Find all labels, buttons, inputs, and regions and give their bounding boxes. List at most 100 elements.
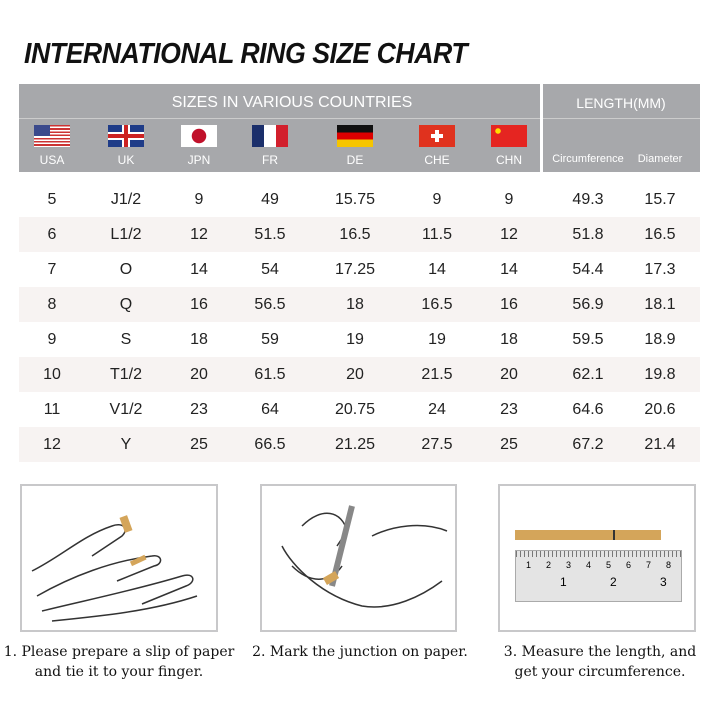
table-cell: 20 [346,366,364,383]
table-cell: 49.3 [572,191,604,208]
table-cell: 23 [190,401,208,418]
table-cell: 9 [194,191,204,208]
china-flag-icon [491,125,527,147]
table-cell: 9 [47,331,57,348]
table-row: 10 T1/2 20 61.5 20 21.5 20 62.1 19.8 [19,357,700,392]
table-cell: 11.5 [422,226,452,243]
table-cell: 20 [190,366,208,383]
table-cell: 10 [43,366,61,383]
table-cell: 24 [428,401,446,418]
ruler-mark: 1 [526,560,532,570]
table-cell: 18.1 [644,296,676,313]
ruler-mark: 1 [560,575,567,589]
ruler-mark: 3 [660,575,667,589]
table-row: 6 L1/2 12 51.5 16.5 11.5 12 51.8 16.5 [19,217,700,252]
length-subheader: Circumference Diameter [543,119,700,172]
table-cell: 20.6 [644,401,676,418]
country-label: CHE [424,153,450,167]
step2-illustration [260,484,457,632]
france-flag-icon [252,125,288,147]
hand-marking-paper-icon [281,505,448,608]
table-cell: 67.2 [572,436,604,453]
table-cell: 5 [47,191,57,208]
table-cell: 18.9 [644,331,676,348]
hand-with-paper-icon [31,515,198,622]
table-cell: 20.75 [334,401,376,418]
length-label: LENGTH(MM) [576,95,666,111]
sizes-label: SIZES IN VARIOUS COUNTRIES [171,94,413,111]
table-cell: 17.3 [644,261,676,278]
table-cell: 56.9 [572,296,604,313]
table-cell: 54.4 [572,261,604,278]
sizes-header: SIZES IN VARIOUS COUNTRIES [19,84,540,119]
ruler-mark: 8 [666,560,672,570]
ruler-mark: 5 [606,560,612,570]
table-cell: 21.4 [644,436,676,453]
table-cell: 18 [346,296,364,313]
country-label: CHN [496,153,522,167]
table-cell: 16.5 [339,226,371,243]
table-cell: 17.25 [334,261,376,278]
step1-line2: and tie it to your finger. [34,664,204,680]
country-label: JPN [187,153,211,167]
page-title: INTERNATIONAL RING SIZE CHART [24,38,468,70]
table-cell: 12 [190,226,208,243]
length-header: LENGTH(MM) [543,84,700,119]
table-cell: 66.5 [254,436,286,453]
table-cell: 19.8 [644,366,676,383]
ruler-mark: 6 [626,560,632,570]
table-cell: 59.5 [572,331,604,348]
table-cell: 19 [428,331,446,348]
table-cell: 61.5 [254,366,286,383]
table-cell: 64.6 [572,401,604,418]
table-cell: 14 [190,261,208,278]
table-cell: 14 [500,261,518,278]
country-label: UK [117,153,135,167]
diameter-label: Diameter [637,153,683,165]
country-label: DE [346,153,364,167]
country-label: USA [39,153,65,167]
step2-line1: 2. Mark the junction on paper. [252,644,468,660]
table-cell: S [120,331,132,348]
table-cell: 9 [504,191,514,208]
step2-caption: 2. Mark the junction on paper. [240,642,480,662]
table-cell: 51.5 [254,226,286,243]
table-cell: 20 [500,366,518,383]
table-cell: 18 [190,331,208,348]
circumference-label: Circumference [552,153,624,165]
table-cell: 27.5 [421,436,453,453]
table-cell: 51.8 [572,226,604,243]
table-row: 5 J1/2 9 49 15.75 9 9 49.3 15.7 [19,182,700,217]
table-cell: L1/2 [110,226,142,243]
paper-strip [515,530,661,540]
table-cell: 18 [500,331,518,348]
table-row: 9 S 18 59 19 19 18 59.5 18.9 [19,322,700,357]
switzerland-flag-icon [419,125,455,147]
table-cell: 59 [261,331,279,348]
table-cell: 21.25 [334,436,376,453]
table-cell: 12 [43,436,61,453]
table-cell: 49 [261,191,279,208]
table-cell: 62.1 [572,366,604,383]
flags-row: USA UK JPN FR DE CHE CHN [19,119,540,172]
table-cell: J1/2 [110,191,142,208]
step3-line2: get your circumference. [514,664,686,680]
germany-flag-icon [337,125,373,147]
step1-line1: 1. Please prepare a slip of paper [3,644,235,660]
table-cell: 15.75 [334,191,376,208]
table-cell: 9 [432,191,442,208]
table-cell: 8 [47,296,57,313]
step3-caption: 3. Measure the length, and get your circu… [480,642,720,682]
uk-flag-icon [108,125,144,147]
country-label: FR [262,153,278,167]
table-cell: O [119,261,133,278]
table-cell: 16 [500,296,518,313]
table-cell: Y [120,436,132,453]
table-row: 7 O 14 54 17.25 14 14 54.4 17.3 [19,252,700,287]
table-cell: 12 [500,226,518,243]
ruler-mark: 7 [646,560,652,570]
step3-line1: 3. Measure the length, and [503,644,697,660]
table-cell: 19 [346,331,364,348]
